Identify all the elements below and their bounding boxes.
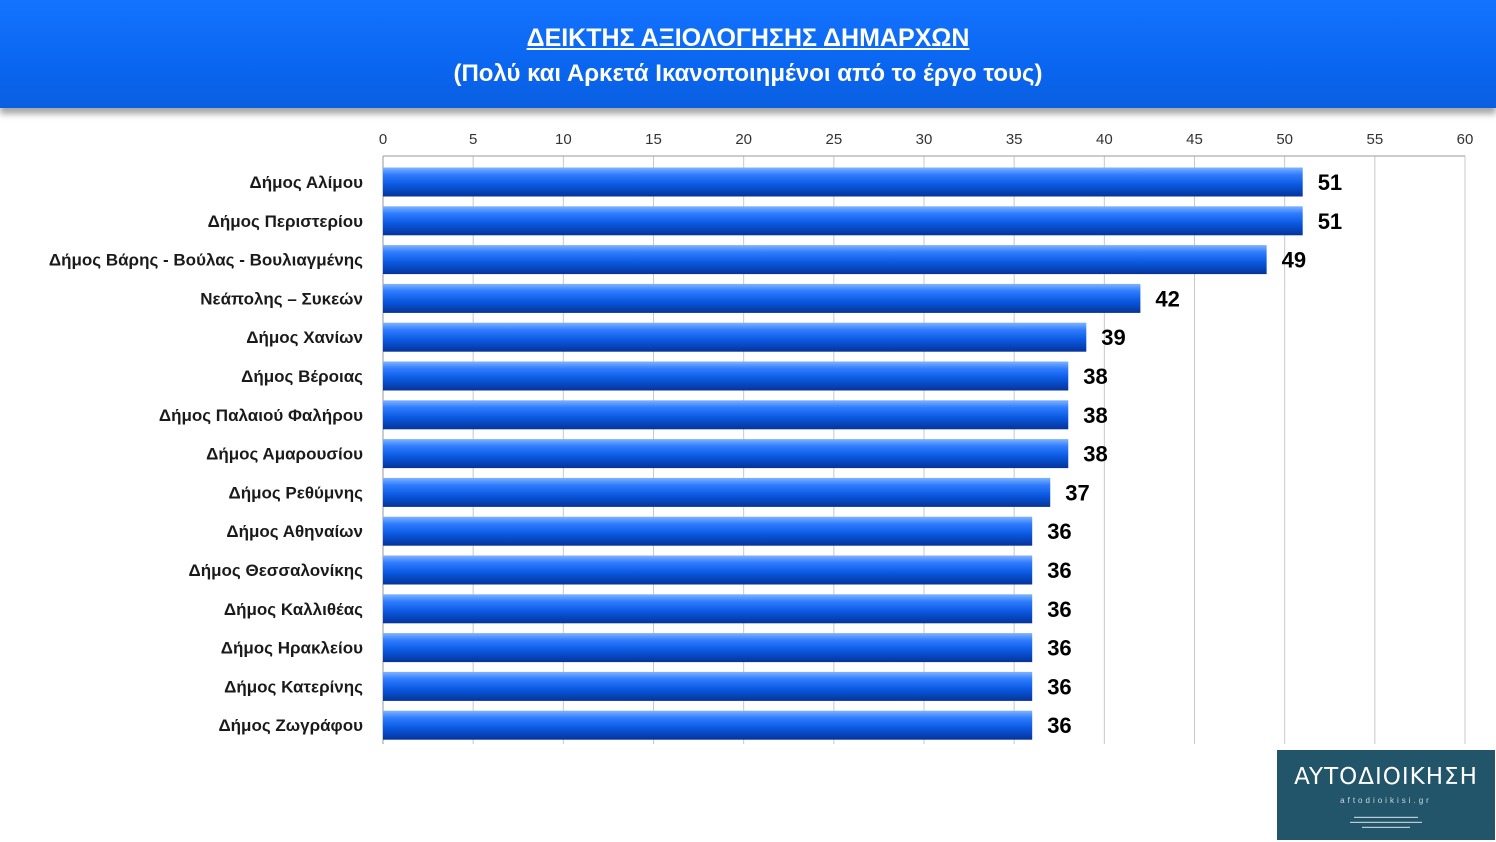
- category-label: Δήμος Χανίων: [246, 328, 363, 347]
- value-label: 51: [1318, 209, 1342, 234]
- x-tick-label: 5: [469, 131, 477, 148]
- value-label: 51: [1318, 170, 1342, 195]
- value-label: 36: [1047, 636, 1071, 661]
- category-label: Δήμος Αμαρουσίου: [206, 445, 363, 464]
- value-label: 38: [1083, 364, 1107, 389]
- bar: [383, 206, 1303, 236]
- logo-tagline-graphic: ▬▬▬▬▬▬▬▬▬▬▬▬▬▬▬▬ ▬▬▬▬▬▬▬▬▬▬▬▬▬▬▬▬▬▬ ▬▬▬▬▬▬…: [1350, 814, 1422, 829]
- aftodioikisi-logo: AYTOΔΙΟΙΚΗΣΗ aftodioikisi.gr ▬▬▬▬▬▬▬▬▬▬▬…: [1277, 750, 1495, 840]
- value-label: 38: [1083, 442, 1107, 467]
- value-label: 39: [1101, 325, 1125, 350]
- bars: [383, 167, 1303, 740]
- bar: [383, 283, 1141, 313]
- category-label: Δήμος Ζωγράφου: [218, 716, 363, 735]
- bar-chart: 0 5 10 15 20 25 30 35 40 45 50 55 60 Δήμος ΑλίμουΔήμ…: [49, 131, 1474, 744]
- header-banner: ΔΕΙΚΤΗΣ ΑΞΙΟΛΟΓΗΣΗΣ ΔΗΜΑΡΧΩΝ (Πολύ και Α…: [0, 0, 1496, 108]
- bar: [383, 516, 1033, 546]
- bar: [383, 361, 1069, 391]
- value-label: 42: [1155, 286, 1179, 311]
- bar: [383, 322, 1087, 352]
- bar: [383, 400, 1069, 430]
- value-labels: 51 51 49 42 39 38 38 38 37 36 36 36 36 36 36: [1047, 170, 1342, 738]
- bar: [383, 439, 1069, 469]
- bar: [383, 245, 1267, 275]
- category-label: Νεάπολης – Συκεών: [200, 289, 363, 308]
- value-label: 38: [1083, 403, 1107, 428]
- bar: [383, 671, 1033, 701]
- category-label: Δήμος Περιστερίου: [208, 212, 363, 231]
- logo-brand: AYTOΔΙΟΙΚΗΣΗ: [1294, 764, 1478, 790]
- chart-subtitle: (Πολύ και Αρκετά Ικανοποιημένοι από το έ…: [453, 60, 1043, 87]
- category-label: Δήμος Αλίμου: [250, 173, 364, 192]
- bar: [383, 167, 1303, 197]
- x-tick-label: 60: [1457, 131, 1474, 148]
- value-label: 36: [1047, 713, 1071, 738]
- category-label: Δήμος Καλλιθέας: [224, 600, 363, 619]
- category-label: Δήμος Αθηναίων: [226, 522, 363, 541]
- value-label: 36: [1047, 597, 1071, 622]
- value-label: 49: [1282, 248, 1306, 273]
- category-label: Δήμος Βάρης - Βούλας - Βουλιαγμένης: [49, 251, 363, 270]
- bar: [383, 710, 1033, 740]
- bar: [383, 633, 1033, 663]
- category-label: Δήμος Θεσσαλονίκης: [189, 561, 364, 580]
- category-label: Δήμος Ρεθύμνης: [228, 483, 363, 502]
- category-label: Δήμος Κατερίνης: [224, 677, 363, 696]
- x-tick-label: 15: [645, 131, 662, 148]
- bar: [383, 555, 1033, 585]
- x-tick-label: 20: [735, 131, 752, 148]
- category-label: Δήμος Βέροιας: [241, 367, 363, 386]
- x-tick-label: 55: [1366, 131, 1383, 148]
- bar: [383, 594, 1033, 624]
- x-tick-label: 30: [916, 131, 933, 148]
- x-tick-label: 35: [1006, 131, 1023, 148]
- value-label: 36: [1047, 558, 1071, 583]
- x-tick-label: 10: [555, 131, 572, 148]
- x-tick-label: 40: [1096, 131, 1113, 148]
- x-tick-label: 45: [1186, 131, 1203, 148]
- category-labels: Δήμος Αλίμου Δήμος Περιστερίου Δήμος Βάρης…: [49, 173, 363, 735]
- logo-domain: aftodioikisi.gr: [1340, 796, 1432, 805]
- value-label: 36: [1047, 519, 1071, 544]
- x-tick-label: 50: [1276, 131, 1293, 148]
- x-tick-label: 0: [379, 131, 387, 148]
- chart-title: ΔΕΙΚΤΗΣ ΑΞΙΟΛΟΓΗΣΗΣ ΔΗΜΑΡΧΩΝ: [526, 24, 970, 52]
- value-label: 37: [1065, 480, 1089, 505]
- value-label: 36: [1047, 674, 1071, 699]
- category-label: Δήμος Παλαιού Φαλήρου: [159, 406, 363, 425]
- x-tick-label: 25: [825, 131, 842, 148]
- bar: [383, 477, 1051, 507]
- category-label: Δήμος Ηρακλείου: [221, 639, 363, 658]
